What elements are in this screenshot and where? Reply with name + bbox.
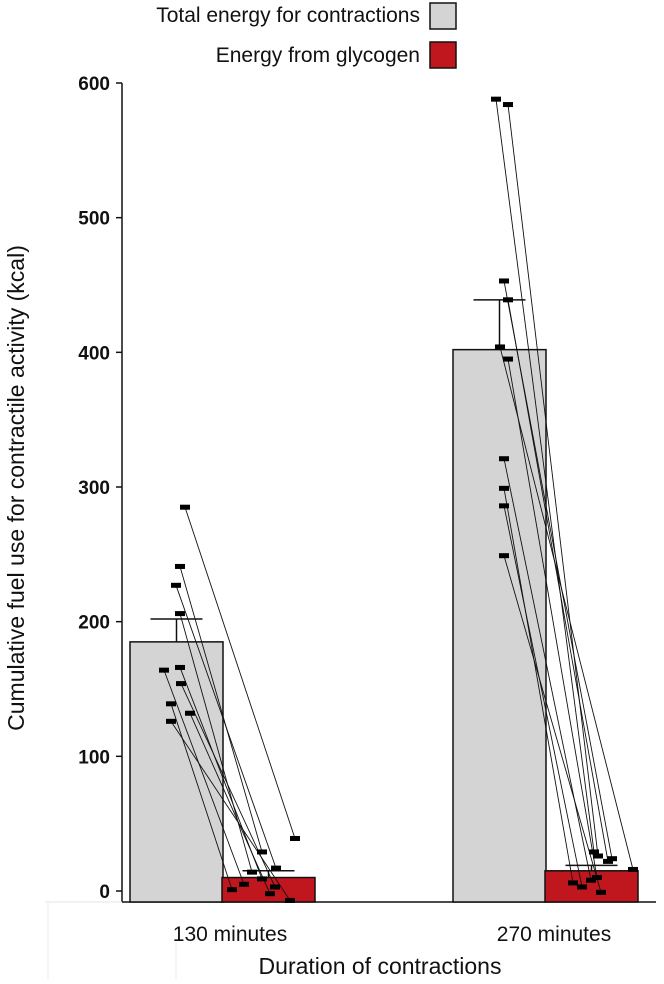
point-series2-cat1-3 bbox=[271, 865, 281, 871]
point-series1-cat2-3 bbox=[499, 278, 509, 284]
point-series2-cat2-1 bbox=[589, 849, 599, 855]
pair-line-cat2-7 bbox=[503, 458, 592, 881]
point-series1-cat1-3 bbox=[171, 582, 181, 588]
point-series2-cat1-10 bbox=[285, 897, 295, 903]
x-category-label-2: 270 minutes bbox=[497, 923, 611, 946]
pair-line-cat1-4 bbox=[179, 613, 253, 873]
y-tick-label-200: 200 bbox=[78, 613, 110, 634]
point-series2-cat1-4 bbox=[247, 869, 257, 875]
point-series1-cat1-8 bbox=[166, 701, 176, 707]
pair-line-cat1-1 bbox=[184, 507, 296, 839]
y-tick-label-300: 300 bbox=[78, 478, 110, 499]
point-series2-cat1-7 bbox=[270, 884, 280, 890]
pair-line-cat1-9 bbox=[189, 713, 271, 894]
legend-swatch-glycogen bbox=[429, 41, 457, 69]
pair-line-cat1-6 bbox=[163, 669, 245, 885]
point-series2-cat1-6 bbox=[239, 881, 249, 887]
bar-series1-cat1 bbox=[129, 641, 224, 903]
point-series2-cat2-9 bbox=[577, 884, 587, 890]
y-axis: 0 100 200 300 400 500 600 bbox=[78, 74, 123, 903]
pair-line-cat2-4 bbox=[507, 299, 609, 862]
point-series1-cat1-9 bbox=[185, 710, 195, 716]
point-series2-cat1-1 bbox=[290, 835, 300, 841]
pair-line-cat2-10 bbox=[503, 555, 602, 893]
legend: Total energy for contractions Energy fro… bbox=[156, 2, 457, 69]
pair-line-cat2-6 bbox=[507, 358, 598, 878]
point-series1-cat1-10 bbox=[166, 718, 176, 724]
pair-line-cat1-5 bbox=[179, 667, 263, 880]
point-series1-cat2-10 bbox=[499, 553, 509, 559]
pair-line-cat2-9 bbox=[503, 505, 583, 888]
pair-line-cat2-5 bbox=[499, 346, 634, 870]
point-series1-cat2-1 bbox=[491, 96, 501, 102]
pair-line-cat2-8 bbox=[503, 488, 574, 883]
point-series1-cat2-8 bbox=[499, 485, 509, 491]
y-tick-label-400: 400 bbox=[78, 343, 110, 364]
pair-line-cat1-8 bbox=[170, 703, 233, 890]
bar-series1-cat2 bbox=[452, 348, 547, 903]
pair-line-cat2-1 bbox=[495, 99, 595, 853]
pair-line-cat2-2 bbox=[507, 104, 599, 857]
point-series1-cat2-9 bbox=[499, 503, 509, 509]
legend-label-total-energy: Total energy for contractions bbox=[156, 4, 420, 27]
x-axis-title: Duration of contractions bbox=[259, 953, 502, 979]
point-series1-cat2-6 bbox=[503, 356, 513, 362]
y-tick-label-500: 500 bbox=[78, 209, 110, 230]
x-category-label-1: 130 minutes bbox=[173, 923, 287, 946]
point-series2-cat2-3 bbox=[607, 856, 617, 862]
point-series2-cat2-4 bbox=[603, 858, 613, 864]
y-axis-title: Cumulative fuel use for contractile acti… bbox=[3, 245, 29, 731]
point-series2-cat2-8 bbox=[568, 880, 578, 886]
point-series2-cat1-9 bbox=[265, 891, 275, 897]
error-bars bbox=[150, 299, 618, 878]
paired-lines bbox=[163, 99, 634, 901]
point-series2-cat2-7 bbox=[586, 877, 596, 883]
point-series2-cat1-5 bbox=[257, 876, 267, 882]
legend-label-glycogen: Energy from glycogen bbox=[216, 44, 420, 67]
point-series2-cat2-6 bbox=[592, 875, 602, 881]
point-series2-cat2-2 bbox=[593, 853, 603, 859]
point-series2-cat2-5 bbox=[628, 866, 638, 872]
point-series1-cat2-5 bbox=[495, 344, 505, 350]
point-series2-cat1-8 bbox=[227, 887, 237, 893]
point-series1-cat1-4 bbox=[175, 611, 185, 617]
point-series1-cat1-7 bbox=[176, 681, 186, 687]
legend-swatch-total-energy bbox=[429, 2, 457, 30]
point-series2-cat1-2 bbox=[257, 849, 267, 855]
point-series1-cat2-2 bbox=[503, 102, 513, 108]
point-series1-cat2-4 bbox=[503, 297, 513, 303]
point-series1-cat2-7 bbox=[499, 456, 509, 462]
point-series1-cat1-1 bbox=[180, 504, 190, 510]
point-series1-cat1-5 bbox=[175, 664, 185, 670]
bar-series2-cat2 bbox=[544, 870, 639, 903]
point-series1-cat1-2 bbox=[175, 563, 185, 569]
point-series2-cat2-10 bbox=[596, 889, 606, 895]
point-series1-cat1-6 bbox=[159, 667, 169, 673]
y-tick-label-100: 100 bbox=[78, 747, 110, 768]
data-points bbox=[159, 96, 638, 903]
pair-line-cat1-2 bbox=[179, 566, 263, 853]
x-axis: 130 minutes 270 minutes bbox=[45, 901, 656, 980]
y-tick-label-600: 600 bbox=[78, 74, 110, 95]
pair-line-cat1-3 bbox=[175, 585, 277, 869]
y-tick-label-0: 0 bbox=[99, 882, 110, 903]
